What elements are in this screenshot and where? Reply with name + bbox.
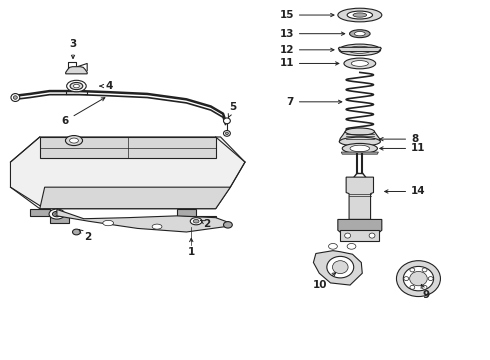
Ellipse shape bbox=[349, 30, 370, 38]
Ellipse shape bbox=[410, 285, 415, 289]
Polygon shape bbox=[341, 152, 378, 154]
Polygon shape bbox=[66, 67, 87, 74]
Polygon shape bbox=[30, 209, 69, 223]
Text: 1: 1 bbox=[188, 238, 195, 257]
Ellipse shape bbox=[223, 131, 230, 136]
Polygon shape bbox=[338, 220, 382, 235]
Ellipse shape bbox=[327, 256, 354, 278]
Ellipse shape bbox=[348, 46, 371, 53]
Ellipse shape bbox=[73, 229, 80, 235]
Polygon shape bbox=[40, 137, 216, 158]
Ellipse shape bbox=[70, 138, 78, 143]
Text: 11: 11 bbox=[279, 58, 339, 68]
Ellipse shape bbox=[332, 261, 348, 274]
Ellipse shape bbox=[344, 233, 350, 238]
Ellipse shape bbox=[410, 271, 427, 286]
Polygon shape bbox=[340, 230, 379, 241]
Ellipse shape bbox=[339, 137, 380, 146]
Ellipse shape bbox=[347, 11, 372, 19]
Ellipse shape bbox=[49, 209, 65, 219]
Ellipse shape bbox=[55, 213, 59, 215]
Text: 8: 8 bbox=[380, 134, 418, 144]
Polygon shape bbox=[176, 209, 216, 223]
Ellipse shape bbox=[404, 276, 409, 280]
Text: 7: 7 bbox=[287, 97, 342, 107]
Ellipse shape bbox=[74, 84, 79, 88]
Text: 4: 4 bbox=[100, 81, 113, 91]
Ellipse shape bbox=[339, 44, 381, 55]
Ellipse shape bbox=[410, 268, 415, 272]
Text: 12: 12 bbox=[279, 45, 334, 55]
Ellipse shape bbox=[428, 276, 433, 280]
Ellipse shape bbox=[11, 94, 20, 102]
Polygon shape bbox=[346, 177, 373, 220]
Ellipse shape bbox=[354, 32, 365, 36]
Text: 11: 11 bbox=[380, 143, 426, 153]
Ellipse shape bbox=[347, 243, 356, 249]
Ellipse shape bbox=[67, 80, 86, 92]
Polygon shape bbox=[339, 132, 380, 141]
Text: 15: 15 bbox=[279, 10, 334, 20]
Ellipse shape bbox=[344, 58, 376, 69]
Text: 5: 5 bbox=[228, 102, 237, 117]
Ellipse shape bbox=[403, 266, 434, 291]
Ellipse shape bbox=[52, 211, 61, 217]
Text: 9: 9 bbox=[421, 285, 429, 301]
Text: 14: 14 bbox=[385, 186, 426, 197]
Text: 6: 6 bbox=[62, 98, 105, 126]
Text: 2: 2 bbox=[79, 229, 91, 242]
Ellipse shape bbox=[152, 224, 162, 229]
Ellipse shape bbox=[338, 8, 382, 22]
Text: 3: 3 bbox=[70, 39, 76, 59]
Ellipse shape bbox=[190, 218, 202, 225]
Polygon shape bbox=[57, 210, 230, 232]
Ellipse shape bbox=[350, 145, 369, 152]
Ellipse shape bbox=[369, 233, 375, 238]
Ellipse shape bbox=[351, 60, 368, 66]
Text: 10: 10 bbox=[313, 273, 336, 290]
Ellipse shape bbox=[345, 128, 374, 135]
Ellipse shape bbox=[223, 222, 232, 228]
Text: 2: 2 bbox=[200, 219, 211, 229]
Ellipse shape bbox=[329, 243, 337, 249]
Ellipse shape bbox=[422, 285, 427, 289]
Text: 13: 13 bbox=[279, 29, 345, 39]
Ellipse shape bbox=[396, 261, 441, 297]
Polygon shape bbox=[10, 137, 245, 209]
Ellipse shape bbox=[223, 118, 230, 124]
Ellipse shape bbox=[103, 220, 114, 226]
Polygon shape bbox=[40, 187, 230, 209]
Ellipse shape bbox=[353, 13, 367, 17]
Ellipse shape bbox=[70, 82, 83, 90]
Polygon shape bbox=[338, 47, 381, 51]
Ellipse shape bbox=[66, 135, 82, 145]
Ellipse shape bbox=[422, 268, 427, 272]
Polygon shape bbox=[314, 251, 362, 285]
Ellipse shape bbox=[225, 132, 228, 135]
Ellipse shape bbox=[342, 143, 377, 153]
Ellipse shape bbox=[13, 96, 17, 99]
Ellipse shape bbox=[193, 220, 199, 223]
